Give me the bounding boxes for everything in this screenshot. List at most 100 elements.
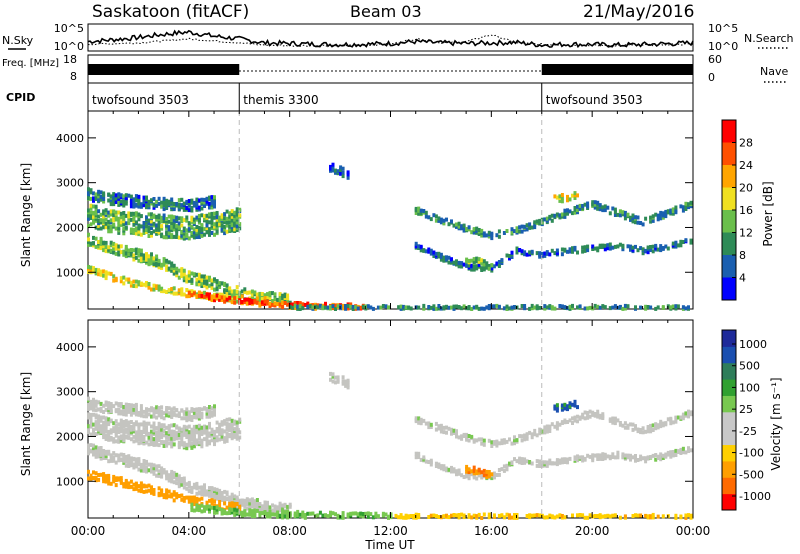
scatter-cell [200, 197, 204, 202]
scatter-cell [134, 481, 138, 486]
scatter-cell [525, 432, 529, 437]
scatter-cell [180, 416, 184, 421]
scatter-cell [102, 420, 106, 425]
scatter-cell [666, 450, 670, 455]
scatter-cell [225, 417, 229, 422]
scatter-cell [445, 466, 448, 471]
scatter-cell [107, 476, 111, 481]
scatter-cell [225, 291, 229, 296]
scatter-cell [641, 430, 645, 435]
velocity-colorbar-swatch [722, 428, 736, 446]
scatter-cell [208, 421, 211, 426]
scatter-cell [152, 213, 156, 218]
scatter-cell [381, 304, 385, 308]
scatter-cell [124, 484, 128, 489]
scatter-cell [215, 279, 219, 284]
scatter-cell [513, 305, 516, 309]
scatter-cell [442, 425, 446, 430]
scatter-cell [429, 248, 433, 253]
scatter-cell [170, 221, 174, 225]
scatter-cell [89, 241, 93, 246]
scatter-cell [165, 205, 169, 210]
scatter-cell [117, 456, 121, 461]
scatter-cell [162, 423, 166, 428]
scatter-cell [99, 406, 103, 411]
scatter-cell [263, 500, 267, 505]
scatter-cell [636, 220, 640, 225]
velocity-colorbar-swatch [722, 346, 736, 364]
scatter-cell [470, 307, 474, 311]
scatter-cell [422, 418, 426, 423]
scatter-cell [162, 444, 166, 448]
scatter-cell [117, 407, 121, 412]
scatter-cell [525, 436, 529, 441]
scatter-cell [470, 267, 474, 272]
scatter-cell [334, 170, 337, 175]
scatter-cell [177, 216, 181, 221]
scatter-cell [205, 489, 209, 494]
scatter-cell [117, 230, 121, 235]
scatter-cell [218, 432, 222, 437]
scatter-cell [205, 414, 209, 419]
scatter-cell [644, 216, 648, 221]
scatter-cell [155, 217, 159, 222]
scatter-cell [344, 383, 348, 388]
scatter-cell [427, 215, 431, 220]
scatter-cell [157, 469, 161, 474]
scatter-cell [127, 216, 131, 221]
scatter-cell [669, 416, 673, 421]
scatter-cell [94, 420, 98, 425]
scatter-cell [112, 479, 116, 484]
scatter-cell [139, 440, 143, 445]
scatter-cell [344, 379, 348, 384]
scatter-cell [185, 446, 189, 451]
scatter-cell [233, 434, 237, 439]
scatter-cell [99, 446, 103, 450]
scatter-cell [555, 212, 559, 217]
scatter-cell [104, 273, 108, 278]
scatter-cell [150, 230, 153, 235]
scatter-cell [190, 198, 194, 203]
scatter-cell [639, 305, 643, 310]
scatter-cell [124, 244, 128, 249]
scatter-cell [132, 422, 136, 427]
scatter-cell [379, 305, 383, 310]
scatter-cell [137, 457, 141, 462]
scatter-cell [97, 209, 101, 214]
scatter-cell [608, 454, 612, 459]
scatter-cell [442, 467, 446, 472]
scatter-cell [87, 469, 90, 474]
scatter-cell [122, 428, 126, 433]
scatter-cell [404, 515, 408, 520]
scatter-cell [109, 202, 113, 207]
scatter-cell [497, 260, 501, 264]
scatter-cell [674, 306, 678, 311]
scatter-cell [656, 514, 660, 519]
scatter-cell [157, 421, 161, 426]
scatter-cell [145, 411, 148, 415]
scatter-cell [109, 209, 113, 214]
scatter-cell [331, 304, 335, 309]
scatter-cell [150, 252, 153, 257]
scatter-cell [180, 197, 184, 202]
scatter-cell [538, 459, 542, 464]
scatter-cell [112, 278, 116, 283]
scatter-cell [437, 254, 441, 259]
scatter-cell [649, 248, 653, 252]
velocity-scatter [87, 320, 693, 520]
scatter-cell [573, 415, 577, 420]
scatter-cell [127, 277, 131, 282]
scatter-cell [661, 456, 665, 460]
scatter-cell [419, 208, 423, 213]
scatter-cell [442, 305, 446, 310]
scatter-cell [555, 426, 559, 431]
scatter-cell [286, 513, 290, 518]
scatter-cell [223, 299, 227, 304]
scatter-cell [268, 507, 272, 512]
scatter-cell [293, 306, 297, 310]
scatter-cell [165, 476, 169, 481]
scatter-cell [89, 424, 93, 429]
scatter-cell [119, 193, 123, 198]
scatter-cell [253, 299, 257, 303]
scatter-cell [147, 488, 151, 493]
